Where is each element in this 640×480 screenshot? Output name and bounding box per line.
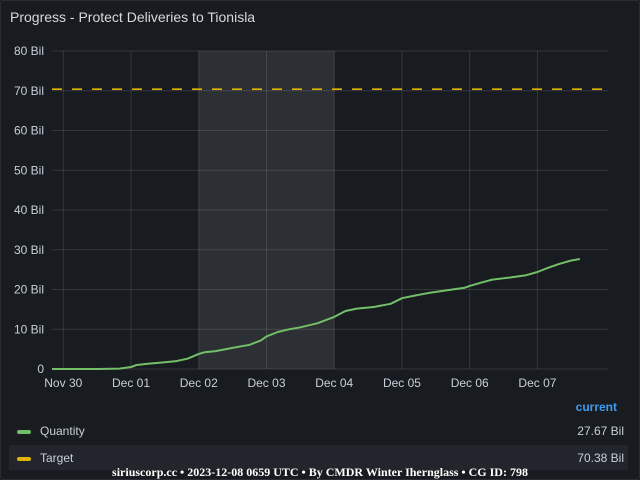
y-tick-label: 30 Bil [14, 243, 44, 257]
highlight-region [198, 51, 335, 369]
x-tick-label: Dec 04 [315, 376, 353, 390]
legend-row-quantity[interactable]: Quantity 27.67 Bil [9, 418, 628, 443]
x-tick-label: Dec 05 [383, 376, 421, 390]
legend-value-quantity: 27.67 Bil [577, 424, 624, 438]
y-tick-label: 60 Bil [14, 124, 44, 138]
y-tick-label: 40 Bil [14, 203, 44, 217]
legend-label-target: Target [40, 451, 74, 465]
y-tick-label: 20 Bil [14, 283, 44, 297]
x-tick-label: Dec 02 [180, 376, 218, 390]
y-tick-label: 10 Bil [14, 322, 44, 336]
legend-label-quantity: Quantity [40, 424, 85, 438]
y-tick-label: 70 Bil [14, 84, 44, 98]
legend-row-target[interactable]: Target 70.38 Bil [9, 445, 628, 470]
y-tick-label: 80 Bil [14, 44, 44, 58]
series-line-quantity [52, 258, 580, 370]
x-tick-label: Nov 30 [44, 376, 82, 390]
chart[interactable]: 0 10 Bil 20 Bil 30 Bil 40 Bil 50 Bil 60 Bil 70 … [0, 0, 640, 400]
legend-swatch-target [17, 457, 31, 461]
y-tick-label: 0 [37, 362, 44, 376]
legend-swatch-quantity [17, 430, 31, 434]
legend-column-header-current[interactable]: current [575, 400, 617, 414]
x-tick-label: Dec 06 [451, 376, 489, 390]
footer-watermark: siriuscorp.cc • 2023-12-08 0659 UTC • By… [112, 465, 528, 479]
legend-value-target: 70.38 Bil [577, 451, 624, 465]
x-tick-label: Dec 03 [247, 376, 285, 390]
x-tick-label: Dec 01 [112, 376, 150, 390]
x-tick-label: Dec 07 [518, 376, 556, 390]
y-tick-label: 50 Bil [14, 163, 44, 177]
panel-title[interactable]: Progress - Protect Deliveries to Tionisl… [10, 9, 256, 25]
